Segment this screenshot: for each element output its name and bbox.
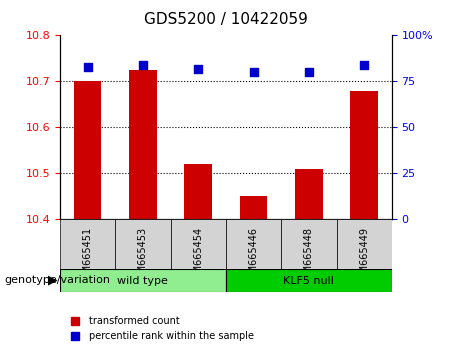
Text: wild type: wild type <box>118 275 168 286</box>
Text: GSM665449: GSM665449 <box>359 227 369 286</box>
Bar <box>129 70 157 219</box>
FancyBboxPatch shape <box>226 269 392 292</box>
Bar <box>350 91 378 219</box>
FancyBboxPatch shape <box>226 219 281 269</box>
FancyBboxPatch shape <box>281 219 337 269</box>
Text: GSM665451: GSM665451 <box>83 227 93 286</box>
FancyBboxPatch shape <box>115 219 171 269</box>
FancyBboxPatch shape <box>60 269 226 292</box>
Text: KLF5 null: KLF5 null <box>284 275 334 286</box>
Point <box>84 64 91 69</box>
FancyBboxPatch shape <box>60 219 115 269</box>
Bar <box>184 164 212 219</box>
Text: GSM665446: GSM665446 <box>248 227 259 286</box>
FancyBboxPatch shape <box>337 219 392 269</box>
Text: GSM665453: GSM665453 <box>138 227 148 286</box>
Title: GDS5200 / 10422059: GDS5200 / 10422059 <box>144 12 308 27</box>
Text: ▶: ▶ <box>48 273 58 286</box>
FancyBboxPatch shape <box>171 219 226 269</box>
Text: GSM665448: GSM665448 <box>304 227 314 286</box>
Legend: transformed count, percentile rank within the sample: transformed count, percentile rank withi… <box>65 316 254 341</box>
Point <box>195 66 202 72</box>
Point <box>361 62 368 68</box>
Bar <box>295 169 323 219</box>
Point <box>305 69 313 75</box>
Bar <box>74 81 101 219</box>
Text: genotype/variation: genotype/variation <box>5 275 111 285</box>
Text: GSM665454: GSM665454 <box>193 227 203 286</box>
Bar <box>240 196 267 219</box>
Point <box>139 62 147 68</box>
Point <box>250 69 257 75</box>
